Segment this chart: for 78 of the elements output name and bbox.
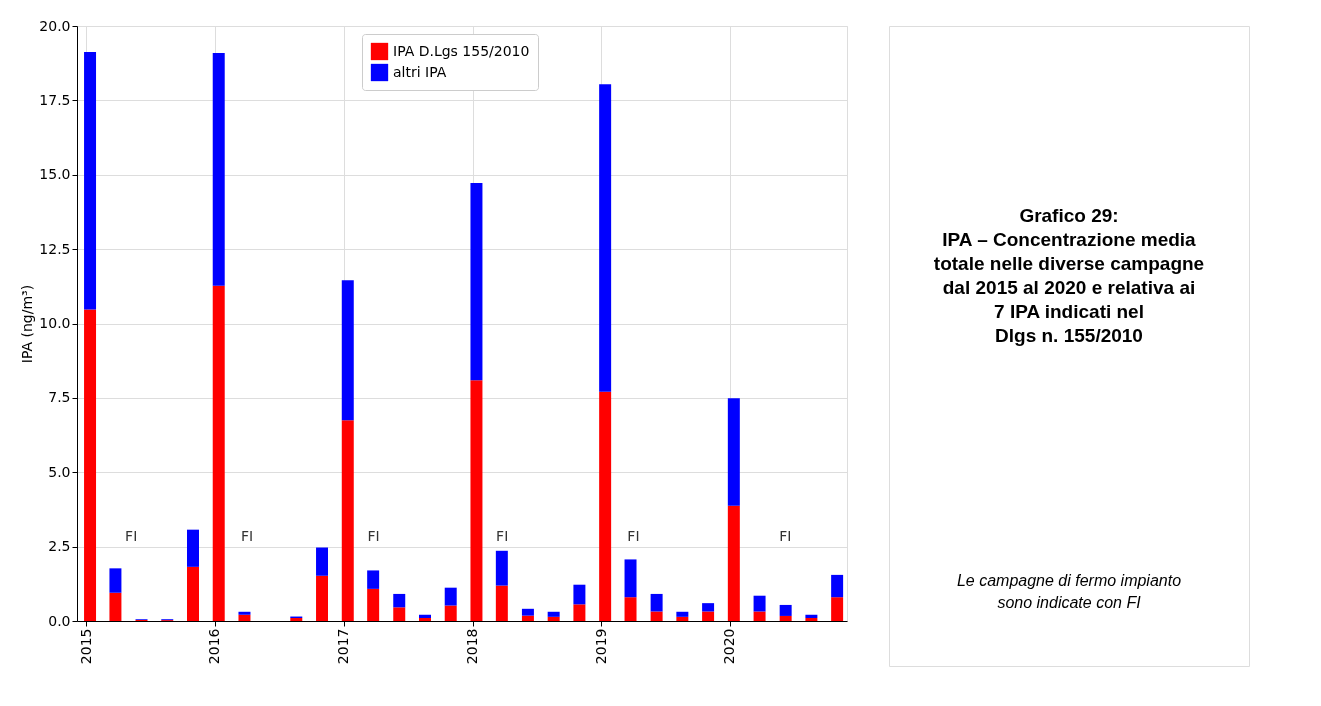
legend-label: altri IPA xyxy=(393,63,447,80)
bar xyxy=(367,588,380,621)
bar xyxy=(393,593,406,608)
bar xyxy=(418,614,431,619)
bar xyxy=(521,615,534,621)
x-tick-label: 2020 xyxy=(721,628,738,665)
bar xyxy=(779,615,792,621)
bar xyxy=(470,380,483,621)
annotation: FI xyxy=(125,528,138,544)
annotation: FI xyxy=(496,528,509,544)
bar xyxy=(84,309,97,621)
bar xyxy=(187,529,199,567)
annotation: FI xyxy=(627,528,640,544)
bar xyxy=(444,605,457,621)
annotation: FI xyxy=(240,528,254,544)
bar xyxy=(831,597,844,621)
bar xyxy=(84,51,97,310)
y-tick-label: 12.5 xyxy=(39,240,71,257)
bar xyxy=(470,183,483,381)
bar xyxy=(650,593,663,612)
bar xyxy=(212,53,225,286)
text: Le campagne di fermo impianto sono indicate con FI xyxy=(956,572,1182,611)
bar xyxy=(599,391,612,621)
text: Grafico 29: IPA – Concentrazione media totale nelle diverse campagne dal 2015 al 2020 e relativa ai 7 IPA indicati nel Dlgs n. 155/2010 xyxy=(933,205,1205,346)
bar xyxy=(238,611,251,615)
bar xyxy=(418,618,431,621)
bar xyxy=(341,420,354,621)
bar xyxy=(805,614,818,619)
bar xyxy=(805,618,818,621)
bar xyxy=(753,611,766,621)
annotation: FI xyxy=(367,528,380,544)
legend-label: IPA D.Lgs 155/2010 xyxy=(393,42,530,59)
bar xyxy=(573,604,586,621)
x-tick-label: 2019 xyxy=(592,628,609,665)
x-tick-label: 2018 xyxy=(464,628,481,665)
bar xyxy=(521,608,534,616)
bar xyxy=(547,611,560,617)
bar xyxy=(676,611,689,617)
bar xyxy=(212,285,225,621)
bar xyxy=(624,559,637,598)
bar xyxy=(109,592,122,621)
y-tick-label: 20.0 xyxy=(39,17,71,34)
bar xyxy=(393,607,406,621)
bar xyxy=(495,585,508,621)
bar xyxy=(676,616,689,621)
y-tick-label: 5.0 xyxy=(48,463,71,480)
bar xyxy=(316,547,329,576)
bar xyxy=(702,611,715,621)
bar xyxy=(599,84,612,392)
y-axis-title: IPA (ng/m³) xyxy=(19,284,36,364)
bar xyxy=(238,614,251,621)
bar xyxy=(650,611,663,621)
bar xyxy=(341,280,354,421)
bar xyxy=(495,550,508,586)
bar xyxy=(187,566,199,621)
bar xyxy=(367,570,380,589)
bar xyxy=(624,597,637,621)
y-tick-label: 17.5 xyxy=(39,91,71,108)
bar xyxy=(727,505,740,621)
y-tick-label: 0.0 xyxy=(48,612,71,629)
bar xyxy=(727,398,740,506)
bar xyxy=(573,584,586,605)
bar xyxy=(547,616,560,621)
y-tick-label: 2.5 xyxy=(48,538,71,555)
x-tick-label: 2017 xyxy=(335,628,352,665)
bar xyxy=(316,575,329,621)
y-tick-label: 15.0 xyxy=(39,166,71,183)
bar xyxy=(444,587,457,606)
bar xyxy=(753,595,766,612)
bar xyxy=(779,604,792,616)
y-tick-label: 10.0 xyxy=(39,315,71,331)
bar xyxy=(831,574,844,598)
annotation: FI xyxy=(779,528,792,544)
x-tick-label: 2015 xyxy=(77,628,94,665)
bar xyxy=(702,603,715,612)
y-tick-label: 7.5 xyxy=(48,389,71,406)
x-tick-label: 2016 xyxy=(206,628,223,665)
bar xyxy=(109,568,122,593)
